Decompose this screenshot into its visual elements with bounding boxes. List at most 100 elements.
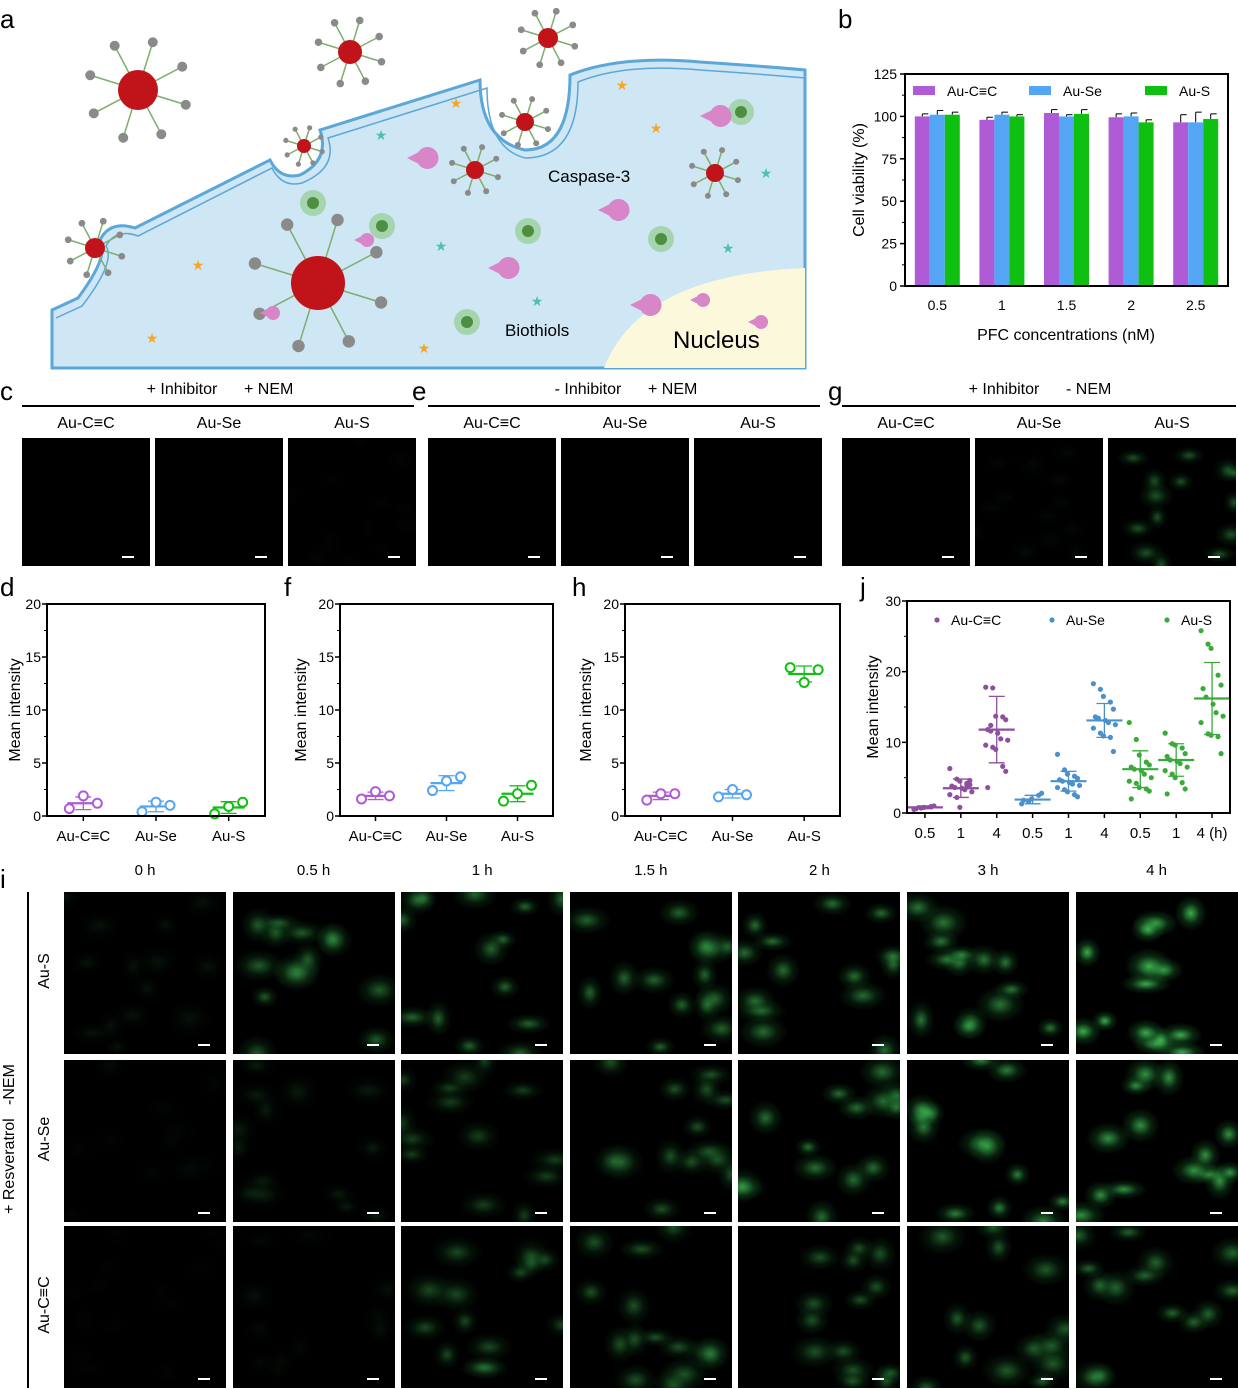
shell-bead [460, 145, 467, 152]
shell-bead [543, 107, 550, 114]
shell-bead [500, 130, 507, 137]
shell-bead [88, 108, 99, 119]
y-tick-label: 25 [881, 236, 897, 252]
panel-letter-a: a [0, 4, 15, 34]
y-tick-label: 20 [885, 664, 901, 680]
shell-bead [510, 97, 517, 104]
shell-bead [514, 141, 521, 148]
shell-bead [493, 155, 500, 162]
caspase-3-icon [630, 294, 662, 317]
data-point [356, 793, 367, 805]
time-label: 3 h [977, 862, 999, 879]
data-point [993, 746, 999, 752]
shell-bead [253, 307, 266, 320]
bar-Au-C≡C [979, 119, 995, 287]
data-point [1061, 767, 1068, 773]
data-point [1200, 686, 1206, 692]
shell-bead [283, 137, 289, 143]
scale-bar [1041, 1378, 1053, 1380]
micrograph [22, 438, 150, 566]
scale-bar [703, 1044, 716, 1046]
micrograph [64, 1060, 226, 1222]
data-point [1107, 699, 1113, 705]
scale-bar [198, 1378, 210, 1380]
shell-bead [517, 26, 525, 34]
data-point [1172, 742, 1178, 748]
data-point [1076, 782, 1083, 789]
fluorophore [735, 106, 747, 118]
gold-nanoparticle-core [85, 238, 105, 258]
data-point [998, 736, 1004, 742]
data-point [812, 664, 824, 676]
header-rule [22, 405, 414, 407]
data-point [1128, 796, 1134, 802]
shell-bead [704, 192, 711, 199]
y-tick-label: 10 [885, 734, 901, 750]
star-icon: ★ [450, 95, 463, 111]
legend-label: Au-C≡C [947, 83, 997, 99]
y-tick-label: 0 [33, 808, 41, 824]
gold-nanoparticle-core [297, 139, 311, 153]
data-point [1198, 628, 1204, 634]
shell-bead [310, 160, 316, 166]
data-point [1107, 734, 1113, 740]
data-point [1029, 796, 1035, 802]
chart-f-mean-intensity: 0 5 10 15 20 Au-C≡C Au-Se Au-S Mean intensity [293, 596, 554, 845]
condition-label: + Resveratrol -NEM [1, 1064, 18, 1214]
caspase-3-icon [354, 233, 375, 248]
micrograph [569, 892, 732, 1054]
y-tick-label: 15 [603, 649, 619, 665]
y-tick-label: 0 [893, 805, 901, 821]
micrograph [64, 892, 226, 1054]
shell-bead [336, 79, 345, 88]
shell-bead [109, 40, 120, 51]
data-point [63, 803, 75, 815]
data-point [983, 742, 989, 748]
caspase-3-icon [598, 199, 630, 222]
data-point [1167, 757, 1173, 763]
shell-bead [557, 59, 565, 67]
shell-bead [734, 177, 741, 184]
data-point [1215, 734, 1221, 740]
bar-Au-C≡C [914, 116, 930, 287]
data-point [512, 788, 523, 800]
nanoparticle [314, 16, 386, 88]
data-point [1172, 775, 1178, 781]
data-point [209, 808, 221, 820]
star-icon: ★ [192, 257, 205, 273]
scale-bar [366, 1212, 379, 1214]
panel-letter-f: f [284, 572, 292, 602]
data-point [1164, 791, 1170, 797]
shell-bead [533, 140, 540, 147]
data-point [1039, 790, 1045, 796]
data-point [384, 790, 395, 802]
data-point [1074, 775, 1081, 781]
data-point [1074, 794, 1081, 800]
data-point [1059, 778, 1066, 784]
shell-bead [449, 159, 456, 166]
x-tick-label: 1 [957, 825, 965, 842]
nanoparticle [248, 213, 388, 353]
time-label: 0 h [134, 862, 156, 879]
data-point [1210, 701, 1216, 707]
schematic-cell-uptake: ★ ★ ★ ★ ★ ★ ★ ★ ★ ★ ★ Caspase-3 Biothiols Nucleus [50, 7, 807, 370]
legend-label: Au-Se [1066, 612, 1105, 628]
scale-bar [872, 1044, 885, 1046]
scale-bar [535, 1378, 548, 1380]
data-point [1110, 748, 1116, 755]
data-point [1003, 768, 1009, 774]
legend-marker [934, 617, 940, 623]
data-point [1179, 745, 1185, 751]
y-tick-label: 10 [603, 702, 619, 718]
data-point [993, 713, 999, 719]
nanoparticle [517, 7, 579, 69]
data-point [964, 782, 970, 789]
cell-membrane-inner [55, 67, 806, 319]
data-point [983, 684, 989, 690]
y-axis-label: Mean intensity [293, 658, 310, 761]
shell-bead [536, 61, 544, 69]
data-point [150, 796, 162, 808]
caspase-3-icon [690, 293, 711, 307]
fluorophore [522, 225, 534, 237]
star-icon: ★ [650, 120, 663, 136]
